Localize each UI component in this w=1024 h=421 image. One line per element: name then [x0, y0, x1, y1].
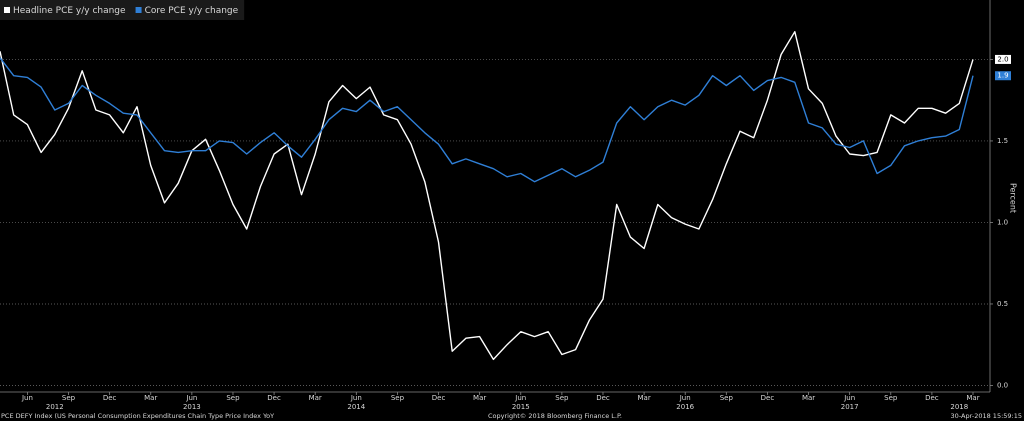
- x-tick-label: Dec: [925, 394, 939, 402]
- x-tick-label: Sep: [555, 394, 569, 402]
- y-tick-label: 0.5: [997, 300, 1008, 308]
- last-value-label: 1.9: [997, 72, 1008, 80]
- line-series: [0, 31, 974, 361]
- legend-swatch: [135, 7, 142, 13]
- x-tick-label: Jun: [185, 394, 197, 402]
- x-tick-label: Jun: [21, 394, 33, 402]
- year-label: 2016: [676, 403, 694, 411]
- x-tick-label: Sep: [884, 394, 898, 402]
- x-tick-label: Mar: [473, 394, 486, 402]
- x-tick-label: Dec: [432, 394, 446, 402]
- footer-left: PCE DEFY Index (US Personal Consumption …: [1, 412, 274, 420]
- line-series: [0, 57, 974, 183]
- last-value-box: [995, 71, 1011, 81]
- y-tick-label: 1.0: [997, 218, 1008, 226]
- x-tick-label: Jun: [514, 394, 526, 402]
- x-tick-label: Sep: [62, 394, 76, 402]
- legend-label: Headline PCE y/y change: [13, 6, 126, 16]
- legend-box: [0, 0, 245, 20]
- y-tick-label: 0.0: [997, 381, 1008, 389]
- year-label: 2018: [950, 403, 968, 411]
- y-axis-label: Percent: [1009, 183, 1018, 213]
- year-label: 2017: [841, 403, 859, 411]
- x-tick-label: Mar: [309, 394, 322, 402]
- last-value-label: 2.0: [997, 55, 1008, 63]
- x-tick-label: Sep: [720, 394, 734, 402]
- year-label: 2014: [347, 403, 365, 411]
- x-tick-label: Mar: [802, 394, 815, 402]
- x-tick-label: Mar: [966, 394, 979, 402]
- x-tick-label: Dec: [267, 394, 281, 402]
- year-label: 2015: [512, 403, 530, 411]
- x-tick-label: Jun: [843, 394, 855, 402]
- x-tick-label: Jun: [679, 394, 691, 402]
- legend-swatch: [4, 7, 10, 13]
- legend-label: Core PCE y/y change: [145, 6, 239, 16]
- footer-right: 30-Apr-2018 15:59:15: [951, 412, 1022, 420]
- last-value-box: [995, 54, 1011, 64]
- y-tick-label: 1.5: [997, 137, 1008, 145]
- legend: Headline PCE y/y change Core PCE y/y chan…: [0, 0, 245, 20]
- x-tick-label: Sep: [226, 394, 240, 402]
- x-tick-label: Jun: [350, 394, 362, 402]
- footer-center: Copyright© 2018 Bloomberg Finance L.P.: [488, 412, 622, 420]
- x-tick-label: Mar: [637, 394, 650, 402]
- year-label: 2012: [46, 403, 64, 411]
- x-tick-label: Dec: [103, 394, 117, 402]
- x-tick-label: Dec: [596, 394, 610, 402]
- x-tick-label: Dec: [761, 394, 775, 402]
- x-tick-label: Mar: [144, 394, 157, 402]
- x-tick-label: Sep: [391, 394, 405, 402]
- year-label: 2013: [183, 403, 201, 411]
